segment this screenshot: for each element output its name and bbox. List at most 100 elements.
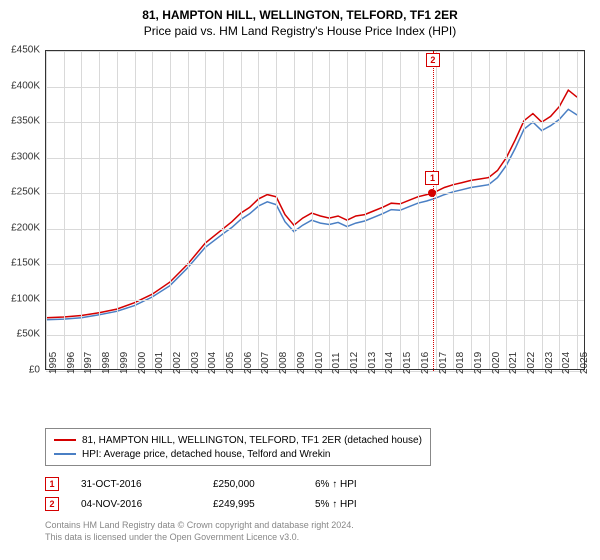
event-vline <box>433 51 434 371</box>
gridline-vertical <box>542 51 543 369</box>
gridline-vertical <box>506 51 507 369</box>
footer-line2: This data is licensed under the Open Gov… <box>45 532 354 544</box>
xtick-label: 2009 <box>296 352 307 374</box>
xtick-label: 2016 <box>420 352 431 374</box>
gridline-vertical <box>489 51 490 369</box>
gridline-vertical <box>329 51 330 369</box>
gridline-vertical <box>453 51 454 369</box>
gridline-vertical <box>524 51 525 369</box>
gridline-vertical <box>188 51 189 369</box>
marker-row: 204-NOV-2016£249,9955% ↑ HPI <box>45 494 415 514</box>
xtick-label: 2024 <box>561 352 572 374</box>
marker-pct: 5% ↑ HPI <box>315 499 415 510</box>
legend: 81, HAMPTON HILL, WELLINGTON, TELFORD, T… <box>45 428 431 466</box>
gridline-horizontal <box>46 51 584 52</box>
ytick-label: £100K <box>0 293 40 304</box>
ytick-label: £450K <box>0 45 40 56</box>
xtick-label: 2021 <box>508 352 519 374</box>
event-number-marker: 1 <box>425 171 439 185</box>
gridline-vertical <box>64 51 65 369</box>
gridline-horizontal <box>46 229 584 230</box>
xtick-label: 2020 <box>491 352 502 374</box>
chart-area: 12 £0£50K£100K£150K£200K£250K£300K£350K£… <box>45 50 585 400</box>
gridline-horizontal <box>46 300 584 301</box>
gridline-vertical <box>347 51 348 369</box>
xtick-label: 2008 <box>278 352 289 374</box>
gridline-horizontal <box>46 335 584 336</box>
chart-title-line1: 81, HAMPTON HILL, WELLINGTON, TELFORD, T… <box>0 8 600 22</box>
gridline-vertical <box>46 51 47 369</box>
chart-title-line2: Price paid vs. HM Land Registry's House … <box>0 24 600 38</box>
gridline-vertical <box>312 51 313 369</box>
gridline-vertical <box>294 51 295 369</box>
gridline-vertical <box>471 51 472 369</box>
marker-table: 131-OCT-2016£250,0006% ↑ HPI204-NOV-2016… <box>45 474 415 514</box>
marker-row: 1 31-OCT-2016 £250,000 6% ↑ HPI <box>45 474 415 494</box>
marker-date: 31-OCT-2016 <box>81 479 191 490</box>
gridline-vertical <box>436 51 437 369</box>
footer-attribution: Contains HM Land Registry data © Crown c… <box>45 520 354 543</box>
gridline-horizontal <box>46 158 584 159</box>
gridline-vertical <box>276 51 277 369</box>
ytick-label: £350K <box>0 116 40 127</box>
gridline-vertical <box>559 51 560 369</box>
gridline-vertical <box>135 51 136 369</box>
gridline-vertical <box>205 51 206 369</box>
marker-price: £249,995 <box>213 499 293 510</box>
xtick-label: 2007 <box>260 352 271 374</box>
xtick-label: 2011 <box>331 352 342 374</box>
xtick-label: 2003 <box>190 352 201 374</box>
xtick-label: 1997 <box>83 352 94 374</box>
xtick-label: 2006 <box>243 352 254 374</box>
xtick-label: 2025 <box>579 352 590 374</box>
gridline-vertical <box>577 51 578 369</box>
footer-line1: Contains HM Land Registry data © Crown c… <box>45 520 354 532</box>
xtick-label: 1999 <box>119 352 130 374</box>
gridline-horizontal <box>46 193 584 194</box>
xtick-label: 2010 <box>314 352 325 374</box>
marker-price: £250,000 <box>213 479 293 490</box>
gridline-vertical <box>241 51 242 369</box>
chart-title-block: 81, HAMPTON HILL, WELLINGTON, TELFORD, T… <box>0 0 600 42</box>
ytick-label: £300K <box>0 151 40 162</box>
event-number-marker: 2 <box>426 53 440 67</box>
gridline-vertical <box>382 51 383 369</box>
xtick-label: 2012 <box>349 352 360 374</box>
ytick-label: £200K <box>0 222 40 233</box>
xtick-label: 2000 <box>137 352 148 374</box>
xtick-label: 1998 <box>101 352 112 374</box>
legend-label: 81, HAMPTON HILL, WELLINGTON, TELFORD, T… <box>82 435 422 446</box>
legend-label: HPI: Average price, detached house, Telf… <box>82 449 331 460</box>
xtick-label: 2004 <box>207 352 218 374</box>
xtick-label: 2015 <box>402 352 413 374</box>
gridline-horizontal <box>46 87 584 88</box>
gridline-vertical <box>365 51 366 369</box>
legend-swatch <box>54 453 76 455</box>
xtick-label: 2013 <box>367 352 378 374</box>
legend-row: 81, HAMPTON HILL, WELLINGTON, TELFORD, T… <box>54 433 422 447</box>
xtick-label: 2014 <box>384 352 395 374</box>
legend-row: HPI: Average price, detached house, Telf… <box>54 447 422 461</box>
ytick-label: £400K <box>0 80 40 91</box>
gridline-vertical <box>400 51 401 369</box>
gridline-vertical <box>170 51 171 369</box>
event-point-marker <box>428 189 436 197</box>
gridline-vertical <box>99 51 100 369</box>
xtick-label: 2019 <box>473 352 484 374</box>
xtick-label: 2017 <box>438 352 449 374</box>
marker-pct: 6% ↑ HPI <box>315 479 415 490</box>
plot-area: 12 <box>45 50 585 370</box>
gridline-horizontal <box>46 264 584 265</box>
marker-index-box: 1 <box>45 477 59 491</box>
gridline-vertical <box>117 51 118 369</box>
ytick-label: £250K <box>0 187 40 198</box>
xtick-label: 2022 <box>526 352 537 374</box>
xtick-label: 2001 <box>154 352 165 374</box>
xtick-label: 2005 <box>225 352 236 374</box>
gridline-horizontal <box>46 122 584 123</box>
xtick-label: 2023 <box>544 352 555 374</box>
xtick-label: 1995 <box>48 352 59 374</box>
chart-lines-svg <box>46 51 586 371</box>
gridline-vertical <box>223 51 224 369</box>
marker-date: 04-NOV-2016 <box>81 499 191 510</box>
